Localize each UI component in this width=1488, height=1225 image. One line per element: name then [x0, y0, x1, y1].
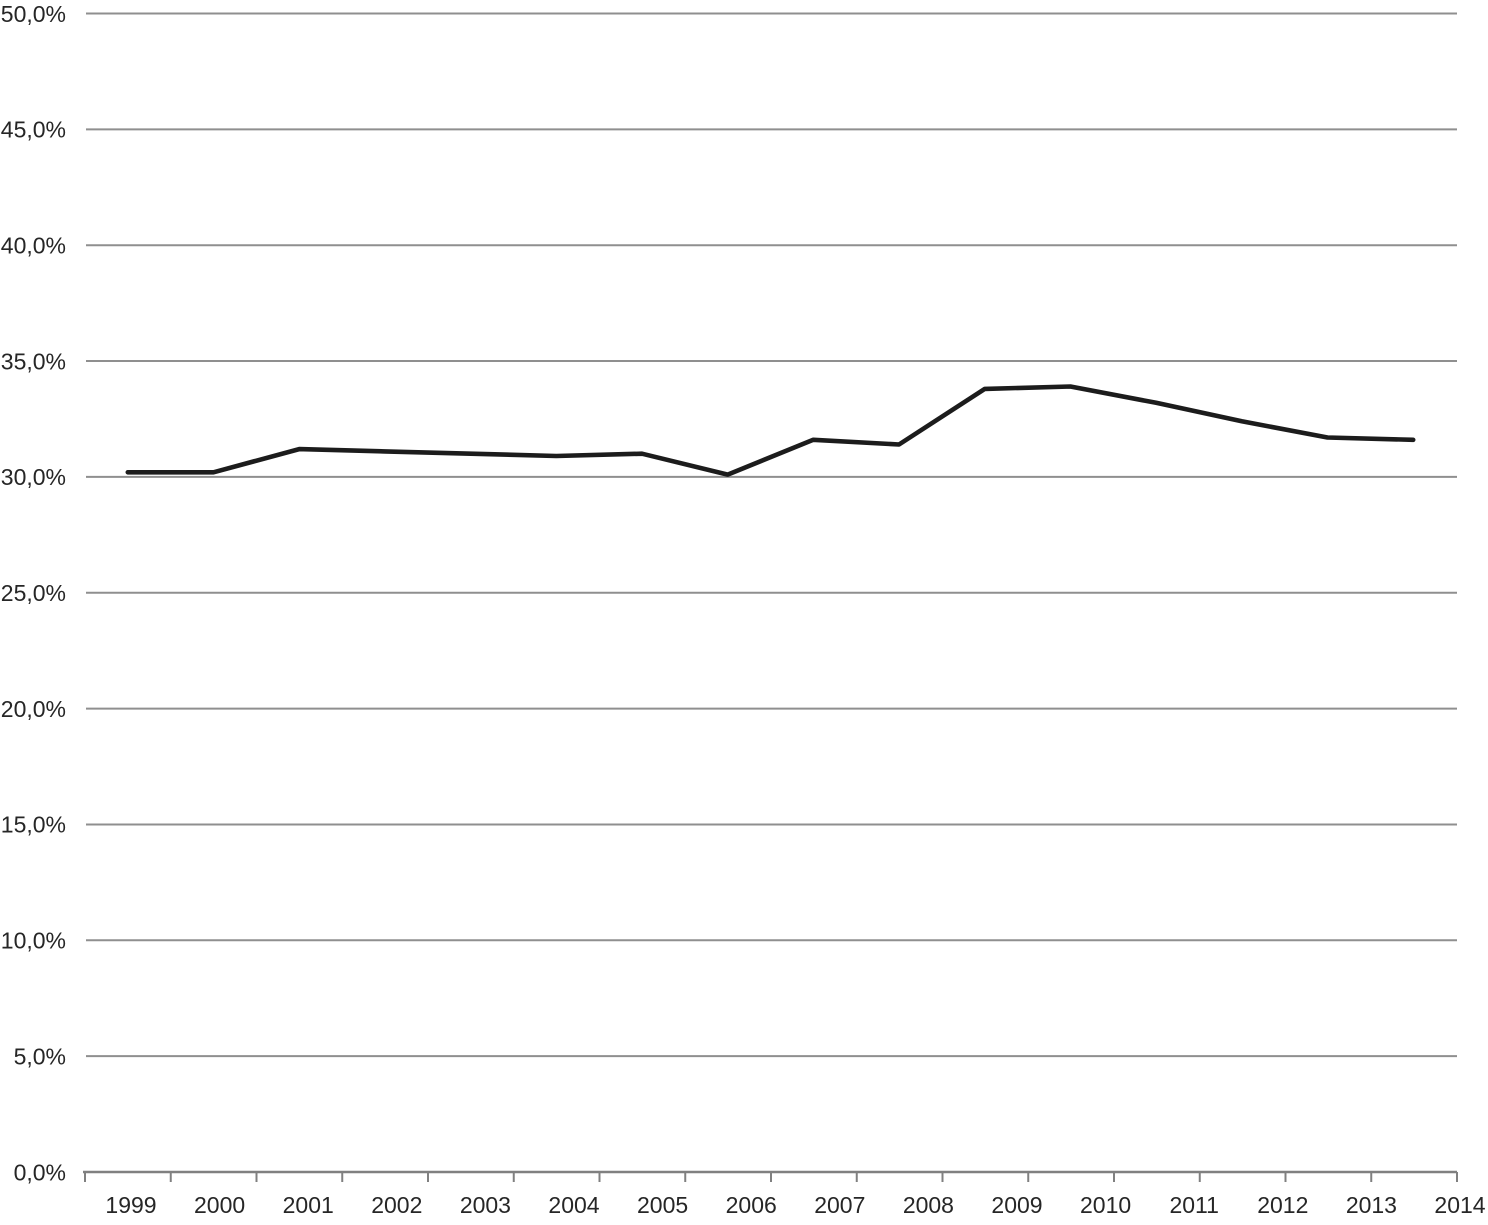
data-series-line [125, 384, 1416, 477]
x-axis-tick-label: 1999 [105, 1192, 156, 1218]
x-axis-tick-label: 2011 [1169, 1192, 1218, 1218]
x-axis-tick-label: 2003 [460, 1192, 511, 1218]
y-axis-tick-label: 40,0% [1, 232, 66, 258]
y-axis-tick-label: 50,0% [1, 1, 66, 27]
y-axis-labels: 0,0% 5,0% 10,0% 15,0% 20,0% 25,0% 30,0% 35,0% 40… [1, 1, 66, 1186]
x-axis-labels: 1999 2000 2001 2002 2003 2004 2005 2006 2007 2008… [105, 1192, 1485, 1218]
y-axis-tick-label: 10,0% [1, 928, 66, 954]
y-axis-tick-label: 35,0% [1, 348, 66, 374]
x-axis-tick-label: 2012 [1257, 1192, 1308, 1218]
x-axis-tick-label: 2001 [283, 1192, 334, 1218]
x-axis [83, 1170, 1458, 1182]
x-axis-tick-label: 2005 [637, 1192, 688, 1218]
y-axis-tick-label: 5,0% [14, 1043, 66, 1069]
x-axis-tick-label: 2002 [371, 1192, 422, 1218]
y-axis-tick-label: 30,0% [1, 464, 66, 490]
x-axis-tick-label: 2008 [903, 1192, 954, 1218]
x-axis-tick-label: 2013 [1346, 1192, 1397, 1218]
x-axis-tick-label: 2000 [194, 1192, 245, 1218]
y-axis-tick-label: 20,0% [1, 696, 66, 722]
x-axis-tick-label: 2004 [548, 1192, 599, 1218]
gridlines [86, 12, 1457, 1058]
y-axis-tick-label: 25,0% [1, 580, 66, 606]
x-axis-tick-label: 2009 [991, 1192, 1042, 1218]
y-axis-tick-label: 0,0% [14, 1159, 66, 1185]
x-axis-tick-label: 2007 [814, 1192, 865, 1218]
y-axis-tick-label: 15,0% [1, 812, 66, 838]
y-axis-tick-label: 45,0% [1, 117, 66, 143]
x-axis-tick-label: 2006 [726, 1192, 777, 1218]
x-axis-tick-label: 2014 [1434, 1192, 1485, 1218]
x-axis-tick-label: 2010 [1080, 1192, 1131, 1218]
